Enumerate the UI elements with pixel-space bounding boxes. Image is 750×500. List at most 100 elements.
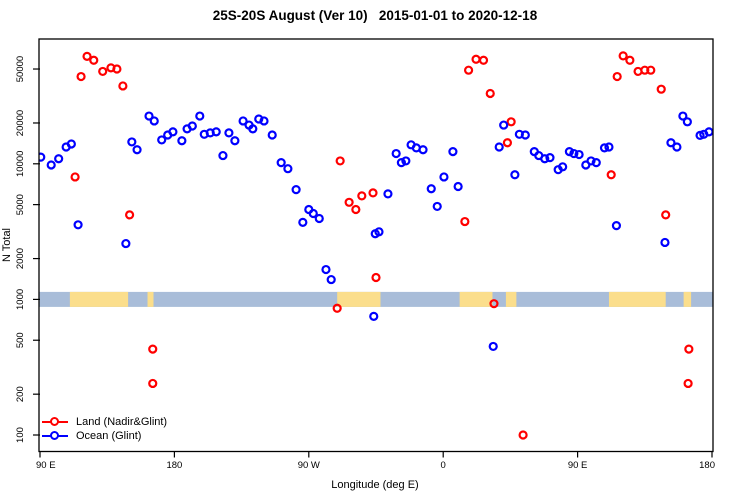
data-point-land xyxy=(112,64,122,74)
y-tick-label: 200 xyxy=(15,386,26,402)
data-point-land xyxy=(471,54,481,64)
data-point-ocean xyxy=(187,121,197,131)
data-point-ocean xyxy=(499,120,509,130)
data-point-land xyxy=(489,299,499,309)
data-point-land xyxy=(646,65,656,75)
data-point-ocean xyxy=(494,142,504,152)
y-tick-label: 500 xyxy=(15,332,26,348)
data-point-ocean xyxy=(558,162,568,172)
y-tick-label: 10000 xyxy=(15,151,26,177)
map-strip-land-segment xyxy=(683,291,692,307)
data-point-ocean xyxy=(564,147,574,157)
data-point-ocean xyxy=(383,189,393,199)
data-point-ocean xyxy=(177,136,187,146)
legend-label: Ocean (Glint) xyxy=(76,430,142,442)
x-tick-label: 90 E xyxy=(568,460,588,471)
data-point-land xyxy=(351,204,361,215)
data-point-ocean xyxy=(54,154,64,164)
data-point-ocean xyxy=(591,158,601,168)
legend-marker-icon xyxy=(42,431,68,441)
data-point-ocean xyxy=(66,139,76,149)
data-point-ocean xyxy=(211,127,221,137)
data-point-land xyxy=(125,210,135,220)
data-point-land xyxy=(661,210,671,220)
data-point-land xyxy=(70,172,80,182)
data-point-land xyxy=(618,51,628,61)
data-point-ocean xyxy=(453,181,463,192)
data-point-ocean xyxy=(545,153,555,163)
map-strip xyxy=(39,291,713,307)
y-tick-label: 2000 xyxy=(15,248,26,269)
legend-item-land: Land (Nadir&Glint) xyxy=(42,415,167,429)
data-point-ocean xyxy=(396,158,406,168)
data-point-land xyxy=(371,272,381,283)
legend-item-ocean: Ocean (Glint) xyxy=(42,429,167,443)
data-point-land xyxy=(118,81,128,91)
data-point-ocean xyxy=(291,185,301,195)
data-point-ocean xyxy=(611,221,622,231)
data-point-land xyxy=(335,156,345,166)
data-point-ocean xyxy=(276,158,286,168)
data-point-ocean xyxy=(283,164,293,174)
x-tick-label: 180 xyxy=(699,460,715,471)
data-point-land xyxy=(684,344,694,354)
data-point-land xyxy=(368,188,378,198)
data-point-ocean xyxy=(374,227,384,237)
data-point-land xyxy=(656,84,666,94)
x-axis-title: Longitude (deg E) xyxy=(331,479,419,491)
data-point-ocean xyxy=(308,208,318,219)
data-point-land xyxy=(357,191,367,201)
data-point-ocean xyxy=(168,127,178,137)
data-point-ocean xyxy=(439,172,449,182)
chart-title: 25S-20S August (Ver 10) 2015-01-01 to 20… xyxy=(212,8,538,23)
data-point-ocean xyxy=(586,156,596,166)
data-point-ocean xyxy=(672,142,682,152)
x-tick-label: 90 E xyxy=(36,460,56,471)
series-ocean xyxy=(39,111,713,352)
data-point-land xyxy=(148,378,158,389)
data-point-land xyxy=(344,197,354,207)
data-point-ocean xyxy=(314,213,324,224)
map-strip-land-segment xyxy=(505,291,517,307)
data-point-ocean xyxy=(127,137,137,147)
legend-circle xyxy=(50,431,59,440)
data-point-ocean xyxy=(218,150,228,161)
data-point-ocean xyxy=(195,111,205,121)
data-point-ocean xyxy=(121,238,131,249)
data-point-ocean xyxy=(432,201,442,212)
data-point-land xyxy=(612,71,622,82)
data-point-ocean xyxy=(391,148,401,159)
data-point-ocean xyxy=(298,217,308,227)
data-point-ocean xyxy=(604,142,614,152)
data-point-land xyxy=(463,65,474,75)
data-point-land xyxy=(76,71,86,82)
data-point-ocean xyxy=(259,116,269,126)
data-point-ocean xyxy=(238,116,248,126)
data-point-ocean xyxy=(660,237,670,248)
map-strip-land-segment xyxy=(147,291,154,307)
data-point-ocean xyxy=(132,145,142,155)
data-point-ocean xyxy=(73,220,83,230)
data-point-land xyxy=(148,344,158,354)
data-point-land xyxy=(460,216,470,227)
data-point-ocean xyxy=(678,111,688,121)
data-point-ocean xyxy=(704,127,713,137)
data-point-ocean xyxy=(157,135,167,145)
data-point-ocean xyxy=(510,170,520,180)
data-point-ocean xyxy=(540,154,550,164)
x-tick-label: 90 W xyxy=(298,460,320,471)
data-point-ocean xyxy=(569,148,579,159)
legend-circle xyxy=(50,417,59,426)
x-tick-label: 0 xyxy=(441,460,446,471)
map-strip-land-segment xyxy=(608,291,666,307)
data-point-land xyxy=(478,55,489,65)
x-tick-label: 180 xyxy=(166,460,182,471)
series-land xyxy=(70,51,694,440)
data-point-land xyxy=(683,378,693,389)
data-point-land xyxy=(506,117,516,127)
map-strip-land-segment xyxy=(459,291,493,307)
legend-label: Land (Nadir&Glint) xyxy=(76,416,168,428)
data-point-ocean xyxy=(488,341,498,352)
data-point-ocean xyxy=(448,147,458,157)
data-point-land xyxy=(606,170,616,180)
